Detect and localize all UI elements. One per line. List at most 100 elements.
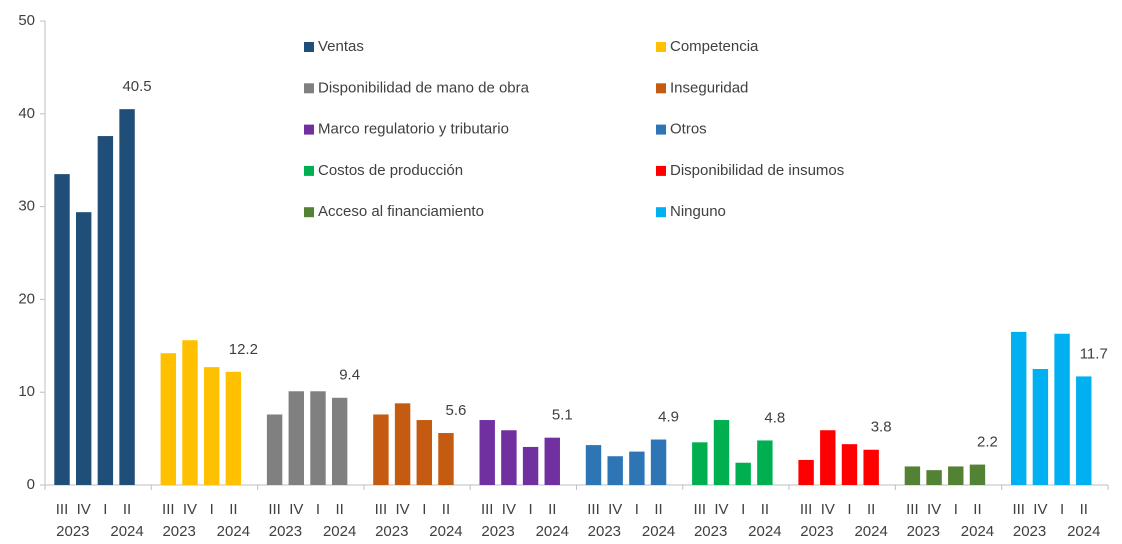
legend-swatch [656,207,666,218]
x-tick-label: IV [183,501,197,518]
bar [182,340,198,485]
bar [288,391,304,485]
x-tick-label: IV [502,501,516,518]
x-tick-label: II [442,501,450,518]
year-label: 2024 [961,523,994,540]
legend-label: Costos de producción [318,162,463,179]
year-label: 2023 [800,523,833,540]
legend-swatch [304,42,314,52]
legend-swatch [304,124,314,135]
bar [1032,369,1049,485]
y-tick-label: 50 [18,12,35,29]
x-tick-label: IV [395,501,409,518]
year-label: 2023 [907,523,940,540]
legend-label: Disponibilidad de insumos [670,162,844,179]
data-label: 11.7 [1080,345,1108,362]
x-tick-label: II [548,501,556,518]
x-tick-label: III [481,501,494,518]
bar [119,109,135,485]
x-tick-label: IV [289,501,303,518]
bar [75,212,92,485]
bar [820,430,836,485]
year-label: 2023 [1013,523,1046,540]
y-tick-label: 40 [18,105,35,122]
x-tick-label: III [1012,501,1025,518]
year-label: 2023 [56,523,89,540]
data-label: 9.4 [339,367,360,384]
legend-swatch [656,165,666,176]
year-label: 2023 [269,523,302,540]
x-tick-label: II [1080,501,1088,518]
bar [522,446,539,485]
year-label: 2023 [162,523,195,540]
bar [798,459,814,485]
year-label: 2024 [217,523,250,540]
bar [373,414,389,485]
x-tick-label: III [906,501,919,518]
bar [544,437,560,485]
x-tick-label: I [1060,501,1064,518]
y-tick-label: 10 [18,383,35,400]
year-label: 2024 [429,523,462,540]
x-tick-label: I [528,501,532,518]
x-tick-label: III [800,501,813,518]
x-tick-label: IV [714,501,728,518]
x-tick-label: II [123,501,131,518]
bar [904,466,921,485]
x-tick-label: IV [927,501,941,518]
data-label: 3.8 [871,419,892,436]
x-tick-label: II [229,501,237,518]
x-tick-label: II [654,501,662,518]
x-tick-label: IV [608,501,622,518]
bar [54,174,70,485]
y-tick-label: 0 [27,476,35,493]
bar [1011,331,1027,485]
year-label: 2023 [588,523,621,540]
legend-swatch [304,83,314,94]
x-tick-label: I [954,501,958,518]
x-tick-label: II [335,501,343,518]
x-tick-label: I [847,501,851,518]
y-tick-label: 20 [18,290,35,307]
x-tick-label: IV [77,501,91,518]
bar [1054,333,1070,485]
bar [479,420,495,485]
legend-label: Ninguno [670,203,726,220]
year-label: 2023 [694,523,727,540]
x-tick-label: IV [821,501,835,518]
legend-label: Acceso al financiamiento [318,203,484,220]
data-label: 40.5 [122,78,151,95]
bar [1076,376,1092,485]
bar [310,391,326,485]
x-tick-label: III [587,501,600,518]
bar [203,367,220,485]
x-tick-label: I [422,501,426,518]
x-tick-label: IV [1033,501,1047,518]
y-tick-label: 30 [18,198,35,215]
bar [160,353,177,485]
year-label: 2024 [748,523,781,540]
legend-label: Marco regulatorio y tributario [318,121,509,138]
data-label: 5.6 [446,402,467,419]
legend-swatch [656,42,666,52]
data-label: 4.9 [658,408,679,425]
x-tick-label: I [316,501,320,518]
x-tick-label: III [268,501,281,518]
bar [650,439,667,485]
bar [713,420,730,485]
bar [225,371,242,485]
bar [97,136,114,485]
x-tick-label: II [973,501,981,518]
x-tick-label: I [103,501,107,518]
year-label: 2024 [110,523,143,540]
data-label: 4.8 [764,409,785,426]
legend-swatch [304,207,314,218]
x-tick-label: III [375,501,388,518]
year-label: 2024 [536,523,569,540]
x-tick-label: I [741,501,745,518]
legend-label: Competencia [670,38,759,55]
legend-swatch [304,165,314,176]
year-label: 2024 [323,523,356,540]
x-tick-label: I [210,501,214,518]
